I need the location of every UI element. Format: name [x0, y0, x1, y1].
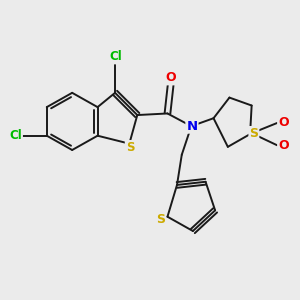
- Text: S: S: [249, 127, 258, 140]
- Text: S: S: [126, 141, 134, 154]
- Text: O: O: [278, 139, 289, 152]
- Text: N: N: [186, 120, 197, 133]
- Text: S: S: [156, 213, 165, 226]
- Text: O: O: [165, 71, 176, 84]
- Text: Cl: Cl: [109, 50, 122, 63]
- Text: O: O: [278, 116, 289, 130]
- Text: Cl: Cl: [9, 129, 22, 142]
